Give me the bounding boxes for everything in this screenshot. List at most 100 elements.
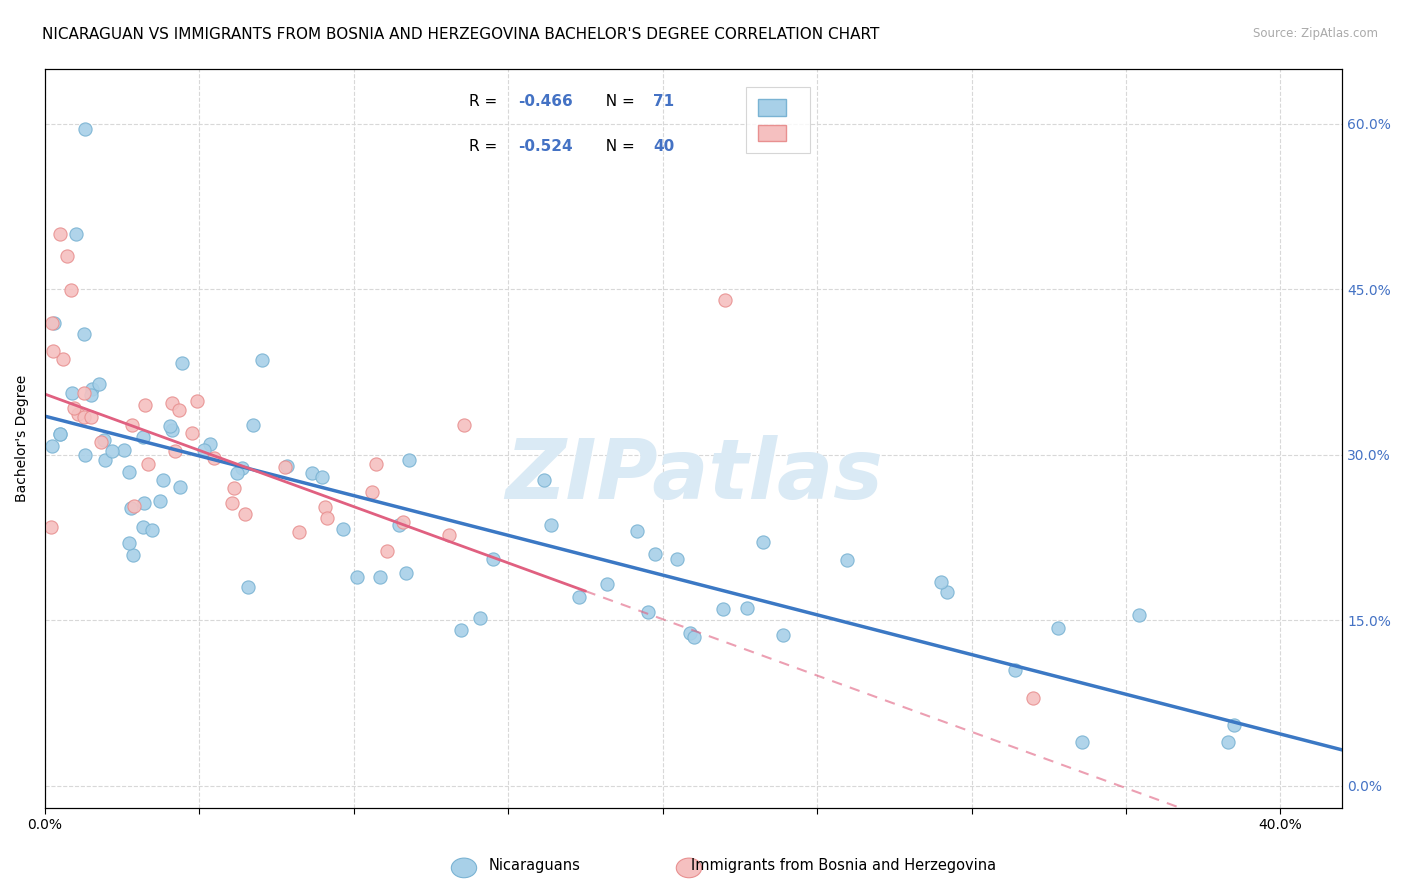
Point — [134, 398, 156, 412]
Point — [596, 577, 619, 591]
Text: 71: 71 — [654, 95, 675, 110]
Point — [735, 601, 758, 615]
Point — [159, 418, 181, 433]
Point — [79, 388, 101, 402]
Point — [314, 500, 336, 514]
Point — [89, 376, 111, 391]
Point — [1223, 718, 1246, 732]
Point — [682, 630, 704, 644]
Point — [44, 316, 66, 330]
Point — [169, 480, 191, 494]
Point — [49, 427, 72, 442]
Point — [242, 417, 264, 432]
Point — [136, 457, 159, 471]
Point — [132, 430, 155, 444]
Point — [360, 484, 382, 499]
Point — [311, 470, 333, 484]
Point — [122, 548, 145, 562]
Point — [711, 602, 734, 616]
Text: NICARAGUAN VS IMMIGRANTS FROM BOSNIA AND HERZEGOVINA BACHELOR'S DEGREE CORRELATI: NICARAGUAN VS IMMIGRANTS FROM BOSNIA AND… — [42, 27, 880, 42]
Text: N =: N = — [596, 95, 640, 110]
Text: Immigrants from Bosnia and Herzegovina: Immigrants from Bosnia and Herzegovina — [690, 858, 997, 872]
Point — [49, 427, 72, 442]
Point — [231, 460, 253, 475]
Point — [73, 385, 96, 400]
Point — [121, 417, 143, 432]
Point — [1216, 735, 1239, 749]
Point — [120, 501, 142, 516]
Point — [301, 466, 323, 480]
Text: -0.524: -0.524 — [519, 138, 574, 153]
Point — [41, 439, 63, 453]
Point — [276, 458, 298, 473]
Point — [93, 433, 115, 447]
Point — [626, 524, 648, 539]
Point — [41, 520, 63, 534]
Point — [468, 611, 491, 625]
Point — [186, 393, 208, 408]
Point — [274, 460, 297, 475]
Point — [637, 605, 659, 619]
Point — [221, 496, 243, 510]
Point — [167, 403, 190, 417]
Point — [398, 453, 420, 467]
Point — [72, 409, 94, 424]
Point — [395, 566, 418, 581]
Point — [238, 581, 260, 595]
Point — [388, 518, 411, 533]
Point — [1070, 735, 1092, 749]
Point — [437, 527, 460, 541]
Point — [392, 515, 415, 529]
Point — [1128, 608, 1150, 623]
Text: R =: R = — [470, 95, 502, 110]
Point — [193, 443, 215, 458]
Text: -0.466: -0.466 — [519, 95, 574, 110]
Point — [152, 473, 174, 487]
Legend: , : , — [745, 87, 810, 153]
Point — [332, 522, 354, 536]
Point — [679, 626, 702, 640]
Point — [42, 344, 65, 359]
Point — [149, 494, 172, 508]
Text: ZIPatlas: ZIPatlas — [505, 434, 883, 516]
Text: Source: ZipAtlas.com: Source: ZipAtlas.com — [1253, 27, 1378, 40]
Point — [837, 553, 859, 567]
Point — [713, 293, 735, 308]
Point — [67, 407, 90, 421]
Point — [112, 443, 135, 458]
Point — [160, 423, 183, 437]
Point — [198, 437, 221, 451]
Point — [132, 520, 155, 534]
Point — [346, 570, 368, 584]
Point — [929, 574, 952, 589]
Point — [73, 448, 96, 462]
Point — [52, 352, 75, 367]
Point — [59, 283, 82, 297]
Point — [540, 518, 562, 533]
Point — [141, 523, 163, 537]
Point — [222, 481, 245, 495]
Point — [936, 584, 959, 599]
Point — [41, 317, 63, 331]
Text: R =: R = — [470, 138, 502, 153]
Point — [118, 535, 141, 549]
Point — [665, 551, 688, 566]
Point — [90, 435, 112, 450]
Point — [453, 418, 475, 433]
Point — [772, 628, 794, 642]
Point — [118, 465, 141, 479]
Point — [101, 444, 124, 458]
Point — [288, 524, 311, 539]
Point — [368, 569, 391, 583]
Point — [316, 510, 339, 524]
Point — [65, 227, 87, 241]
Text: Nicaraguans: Nicaraguans — [488, 858, 581, 872]
Point — [233, 507, 256, 521]
Point — [644, 547, 666, 561]
Point — [752, 534, 775, 549]
Point — [568, 591, 591, 605]
Point — [1004, 663, 1026, 677]
Point — [49, 227, 72, 241]
Point — [481, 552, 503, 566]
Point — [160, 395, 183, 409]
